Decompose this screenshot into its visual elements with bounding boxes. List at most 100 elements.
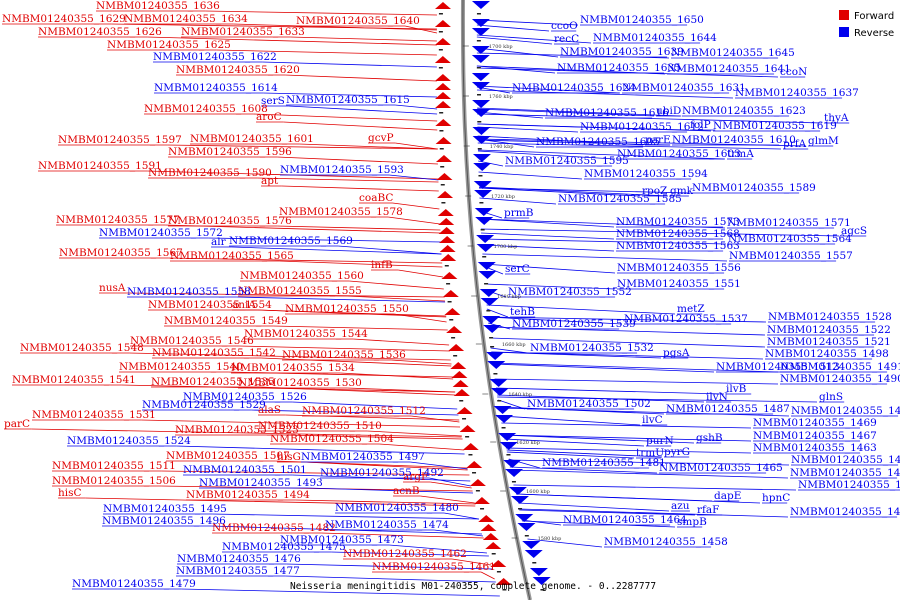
reverse-gene-label[interactable]: NMBM01240355_1594 — [584, 168, 708, 180]
forward-gene-label[interactable]: NMBM01240355_1565 — [170, 250, 294, 262]
forward-gene-label[interactable]: NMBM01240355_1608 — [144, 103, 268, 115]
forward-gene-label[interactable]: NMBM01240355_1549 — [164, 315, 288, 327]
reverse-gene-label[interactable]: NMBM01240355_1496 — [102, 515, 226, 527]
reverse-gene-label[interactable]: NMBM01240355_1526 — [183, 391, 307, 403]
reverse-gene-label[interactable]: NMBM01240355_1631 — [622, 82, 746, 94]
reverse-gene-label[interactable]: NMBM01240355_1481 — [542, 457, 666, 469]
forward-gene-label[interactable]: acnB — [393, 485, 420, 497]
reverse-gene-label[interactable]: NMBM01240355_1497 — [301, 451, 425, 463]
forward-gene-label[interactable]: NMBM01240355_1506 — [52, 475, 176, 487]
reverse-gene-label[interactable]: NMBM01240355_1605 — [536, 136, 660, 148]
reverse-gene-label[interactable]: NMBM01240355_1524 — [67, 435, 191, 447]
reverse-gene-label[interactable]: trmA — [727, 148, 754, 160]
forward-gene-label[interactable]: NMBM01240355_1548 — [20, 342, 144, 354]
forward-gene-label[interactable]: NMBM01240355_1504 — [270, 433, 394, 445]
reverse-gene-label[interactable]: NMBM01240355_1476 — [177, 553, 301, 565]
reverse-gene-label[interactable]: ilvC — [642, 414, 663, 426]
reverse-gene-label[interactable]: NMBM01240355_1532 — [530, 342, 654, 354]
reverse-gene-label[interactable]: ubiD — [656, 105, 681, 117]
reverse-gene-label[interactable]: folP — [690, 119, 711, 131]
reverse-gene-label[interactable]: NMBM01240355_1479 — [72, 578, 196, 590]
reverse-gene-label[interactable]: NMBM01240355_1452 — [790, 467, 900, 479]
forward-gene-label[interactable]: parC — [4, 418, 30, 430]
reverse-gene-label[interactable]: NMBM01240355_1557 — [729, 250, 853, 262]
reverse-gene-label[interactable]: parE — [645, 134, 671, 146]
reverse-gene-label[interactable]: NMBM01240355_1552 — [508, 286, 632, 298]
reverse-gene-label[interactable]: NMBM01240355_1467 — [753, 430, 877, 442]
reverse-gene-label[interactable]: NMBM01240355_1513 — [716, 361, 840, 373]
reverse-gene-label[interactable]: NMBM01240355_1539 — [512, 318, 636, 330]
forward-gene-label[interactable]: NMBM01240355_1462 — [343, 548, 467, 560]
reverse-gene-label[interactable]: NMBM01240355_1529 — [142, 399, 266, 411]
reverse-gene-label[interactable]: NMBM01240355_1644 — [593, 32, 717, 44]
reverse-gene-label[interactable]: NMBM01240355_1537 — [624, 313, 748, 325]
reverse-gene-label[interactable]: NMBM01240355_1463 — [753, 442, 877, 454]
forward-gene-label[interactable]: argF — [403, 471, 428, 483]
forward-gene-label[interactable]: aroC — [256, 111, 282, 123]
reverse-gene-label[interactable]: NMBM01240355_1456 — [791, 454, 900, 466]
reverse-gene-label[interactable]: NMBM01240355_1470 — [791, 405, 900, 417]
reverse-gene-label[interactable]: thyA — [824, 112, 849, 124]
forward-gene-label[interactable]: NMBM01240355_1601 — [190, 133, 314, 145]
forward-gene-label[interactable]: NMBM01240355_1591 — [38, 160, 162, 172]
forward-gene-label[interactable]: NMBM01240355_1530 — [238, 377, 362, 389]
reverse-gene-label[interactable]: azu — [671, 500, 690, 512]
reverse-gene-label[interactable]: NMBM01240355_1569 — [229, 235, 353, 247]
reverse-gene-label[interactable]: rpoZ — [642, 185, 667, 197]
reverse-gene-label[interactable]: NMBM01240355_1465 — [659, 462, 783, 474]
reverse-gene-label[interactable]: NMBM01240355_1473 — [280, 534, 404, 546]
reverse-gene-label[interactable]: NMBM01240355_1585 — [558, 193, 682, 205]
reverse-gene-label[interactable]: NMBM01240355_1645 — [671, 47, 795, 59]
reverse-gene-label[interactable]: NMBM01240355_1487 — [666, 403, 790, 415]
forward-gene-label[interactable]: coaBC — [359, 192, 393, 204]
reverse-gene-label[interactable]: NMBM01240355_1614 — [154, 82, 278, 94]
reverse-gene-label[interactable]: NMBM01240355_1635 — [557, 62, 681, 74]
reverse-gene-label[interactable]: NMBM01240355_1610 — [672, 134, 796, 146]
reverse-gene-label[interactable]: NMBM01240355_1573 — [616, 216, 740, 228]
reverse-gene-label[interactable]: alr — [211, 236, 227, 248]
reverse-gene-label[interactable]: NMBM01240355_1477 — [176, 565, 300, 577]
reverse-gene-label[interactable]: NMBM01240355_1491 — [780, 361, 900, 373]
reverse-gene-label[interactable]: ccoN — [780, 66, 807, 78]
reverse-gene-label[interactable]: gshB — [696, 432, 723, 444]
forward-gene-label[interactable]: NMBM01240355_1546 — [130, 335, 254, 347]
forward-gene-label[interactable]: NMBM01240355_1560 — [240, 270, 364, 282]
forward-gene-label[interactable]: hisG — [277, 451, 301, 463]
forward-gene-label[interactable]: NMBM01240355_1536 — [282, 349, 406, 361]
reverse-gene-label[interactable]: NMBM01240355_1490 — [780, 373, 900, 385]
forward-gene-label[interactable]: NMBM01240355_1626 — [38, 26, 162, 38]
reverse-gene-label[interactable]: NMBM01240355_1495 — [103, 503, 227, 515]
forward-gene-label[interactable]: nusA — [99, 282, 126, 294]
reverse-gene-label[interactable]: recC — [554, 33, 579, 45]
reverse-gene-label[interactable]: NMBM01240355_1639 — [560, 46, 684, 58]
forward-gene-label[interactable]: NMBM01240355_1531 — [32, 409, 156, 421]
reverse-gene-label[interactable]: NMBM01240355_1616 — [545, 107, 669, 119]
forward-gene-label[interactable]: aniA — [232, 299, 256, 311]
forward-gene-label[interactable]: NMBM01240355_1554 — [148, 299, 272, 311]
reverse-gene-label[interactable]: NMBM01240355_1637 — [735, 87, 859, 99]
reverse-gene-label[interactable]: serC — [505, 263, 530, 275]
reverse-gene-label[interactable]: NMBM01240355_1501 — [183, 464, 307, 476]
forward-gene-label[interactable]: NMBM01240355_1636 — [96, 0, 220, 12]
reverse-gene-label[interactable]: ilvB — [726, 383, 747, 395]
forward-gene-label[interactable]: alaS — [258, 404, 281, 416]
forward-gene-label[interactable]: NMBM01240355_1541 — [12, 374, 136, 386]
reverse-gene-label[interactable]: NMBM01240355_1469 — [753, 417, 877, 429]
reverse-gene-label[interactable]: NMBM01240355_1564 — [728, 233, 852, 245]
forward-gene-label[interactable]: NMBM01240355_1596 — [168, 146, 292, 158]
reverse-gene-label[interactable]: NMBM01240355_1603 — [617, 148, 741, 160]
reverse-gene-label[interactable]: tehB — [510, 306, 535, 318]
reverse-gene-label[interactable]: NMBM01240355_1442 — [790, 506, 900, 518]
forward-gene-label[interactable]: NMBM01240355_1567 — [59, 247, 183, 259]
reverse-gene-label[interactable]: NMBM01240355_1474 — [325, 519, 449, 531]
forward-gene-label[interactable]: NMBM01240355_1634 — [124, 13, 248, 25]
reverse-gene-label[interactable]: NMBM01240355_1619 — [713, 120, 837, 132]
reverse-gene-label[interactable]: NMBM01240355_1650 — [580, 14, 704, 26]
forward-gene-label[interactable]: NMBM01240355_1578 — [279, 206, 403, 218]
reverse-gene-label[interactable]: NMBM01240355_1464 — [563, 514, 687, 526]
forward-gene-label[interactable]: NMBM01240355_1542 — [152, 347, 276, 359]
reverse-gene-label[interactable]: smpB — [677, 516, 707, 528]
forward-gene-label[interactable]: NMBM01240355_1625 — [107, 39, 231, 51]
reverse-gene-label[interactable]: NMBM01240355_1551 — [617, 278, 741, 290]
reverse-gene-label[interactable]: rfaF — [697, 504, 719, 516]
